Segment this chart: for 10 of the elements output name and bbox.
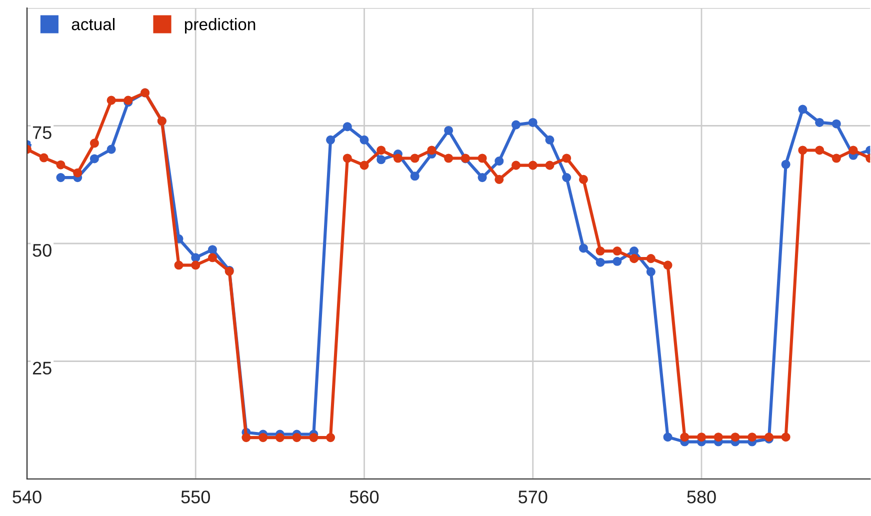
legend-label: actual [72,18,114,30]
y-tick-label: 25 [32,362,52,375]
legend-label: prediction [185,18,256,34]
x-tick-label: 570 [518,490,548,504]
x-tick-label: 560 [350,490,379,504]
x-tick-label: 540 [12,490,42,504]
y-tick-label: 50 [32,244,52,257]
x-tick-label: 580 [687,490,716,504]
y-tick-label: 75 [32,126,52,140]
x-tick-label: 550 [181,490,210,504]
